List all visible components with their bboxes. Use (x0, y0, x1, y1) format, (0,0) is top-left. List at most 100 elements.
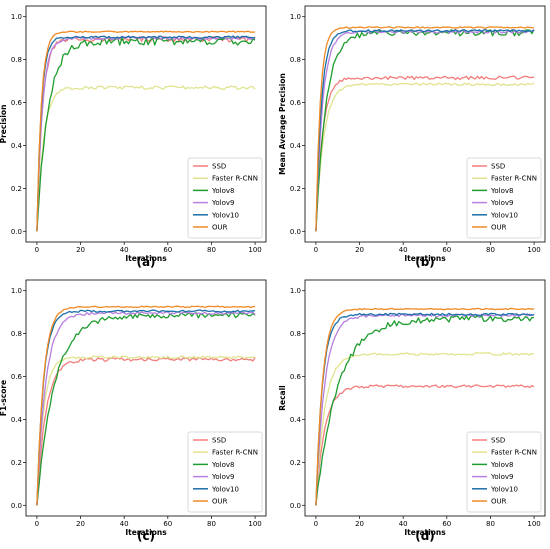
series-line-yolov10 (315, 312, 535, 506)
plot-frame (25, 5, 267, 243)
x-tick-label: 0 (35, 520, 39, 528)
series-line-faster-r-cnn (315, 352, 535, 506)
y-axis-label: Recall (278, 385, 287, 411)
panel-a: 0 20 40 60 80 100 0.0 0.2 0.4 0.6 0.8 1.0 Iterations… (0, 5, 267, 269)
y-tick-label: 0.0 (290, 228, 301, 236)
plot-frame (304, 279, 546, 517)
series-line-faster-r-cnn (315, 82, 535, 232)
y-tick-label: 0.6 (11, 99, 23, 107)
x-tick-label: 40 (399, 246, 408, 254)
x-tick-label: 20 (76, 520, 85, 528)
x-tick-label: 80 (486, 246, 495, 254)
legend-label: Yolov8 (211, 461, 234, 469)
x-tick-label: 100 (248, 520, 261, 528)
y-tick-label: 0.8 (11, 56, 22, 64)
panel-c: 0 20 40 60 80 100 0.0 0.2 0.4 0.6 0.8 1.0 Iterations… (0, 279, 267, 543)
x-tick-label: 0 (35, 246, 39, 254)
legend-label: Yolov10 (211, 485, 239, 493)
series-line-our (36, 305, 256, 506)
panel-label: (c) (137, 529, 155, 543)
x-tick-label: 60 (163, 520, 172, 528)
y-tick-label: 0.2 (290, 459, 301, 467)
legend-label: Yolov8 (211, 187, 234, 195)
y-tick-label: 1.0 (290, 287, 301, 295)
x-tick-label: 100 (527, 246, 540, 254)
y-tick-label: 0.4 (11, 416, 23, 424)
x-tick-label: 40 (399, 520, 408, 528)
y-tick-label: 0.6 (290, 99, 302, 107)
legend-label: Yolov8 (490, 187, 513, 195)
series-line-yolov8 (36, 312, 256, 506)
y-tick-label: 0.4 (290, 142, 302, 150)
legend-label: SSD (212, 437, 226, 445)
x-tick-label: 60 (163, 246, 172, 254)
series-line-ssd (315, 75, 535, 232)
legend-label: Faster R-CNN (212, 175, 258, 183)
panel-d: 0 20 40 60 80 100 0.0 0.2 0.4 0.6 0.8 1.0 Iterations… (278, 279, 546, 543)
series-line-yolov9 (36, 36, 256, 232)
x-axis-label: Iterations (404, 528, 446, 537)
y-tick-label: 0.8 (290, 330, 301, 338)
x-tick-label: 20 (76, 246, 85, 254)
x-tick-label: 60 (442, 246, 451, 254)
x-axis-label: Iterations (125, 254, 167, 263)
legend-label: Yolov10 (490, 485, 518, 493)
y-tick-label: 1.0 (11, 287, 22, 295)
legend-label: OUR (491, 224, 507, 232)
panel-label: (b) (415, 255, 435, 269)
x-tick-label: 0 (314, 246, 318, 254)
series-line-yolov10 (36, 309, 256, 506)
legend-label: SSD (491, 437, 505, 445)
y-tick-label: 0.0 (11, 228, 22, 236)
x-tick-label: 100 (248, 246, 261, 254)
series-line-our (315, 26, 535, 232)
series-line-our (36, 30, 256, 232)
y-tick-label: 0.6 (11, 373, 23, 381)
y-tick-label: 0.4 (290, 416, 302, 424)
panel-b: 0 20 40 60 80 100 0.0 0.2 0.4 0.6 0.8 1.0 Iterations… (278, 5, 546, 269)
legend-label: Faster R-CNN (491, 449, 537, 457)
legend-label: Yolov10 (211, 211, 239, 219)
legend-label: SSD (212, 163, 226, 171)
x-tick-label: 40 (120, 246, 129, 254)
y-tick-label: 0.2 (290, 185, 301, 193)
x-axis-label: Iterations (125, 528, 167, 537)
series-line-faster-r-cnn (36, 85, 256, 232)
series-line-yolov10 (315, 28, 535, 232)
legend-label: Faster R-CNN (491, 175, 537, 183)
panel-label: (d) (415, 529, 435, 543)
y-tick-label: 0.0 (11, 502, 22, 510)
x-tick-label: 40 (120, 520, 129, 528)
x-tick-label: 80 (207, 246, 216, 254)
plot-frame (304, 5, 546, 243)
x-tick-label: 20 (355, 520, 364, 528)
legend-label: Yolov10 (490, 211, 518, 219)
x-tick-label: 20 (355, 246, 364, 254)
x-tick-label: 80 (486, 520, 495, 528)
x-tick-label: 60 (442, 520, 451, 528)
x-tick-label: 80 (207, 520, 216, 528)
legend-label: Yolov9 (211, 199, 234, 207)
legend-label: Yolov9 (490, 473, 513, 481)
series-line-ssd (36, 357, 256, 506)
series-line-yolov8 (315, 315, 535, 506)
series-line-faster-r-cnn (36, 355, 256, 506)
panel-label: (a) (136, 255, 155, 269)
legend-label: Faster R-CNN (212, 449, 258, 457)
plot-frame (25, 279, 267, 517)
legend-label: Yolov8 (490, 461, 513, 469)
y-tick-label: 0.8 (290, 56, 301, 64)
y-tick-label: 0.6 (290, 373, 302, 381)
series-line-yolov9 (36, 311, 256, 506)
y-tick-label: 0.2 (11, 459, 22, 467)
x-axis-label: Iterations (404, 254, 446, 263)
series-line-our (315, 307, 535, 506)
legend-label: OUR (491, 498, 507, 506)
legend-label: SSD (491, 163, 505, 171)
y-tick-label: 1.0 (11, 13, 22, 21)
legend-label: OUR (212, 224, 228, 232)
y-axis-label: Precision (0, 105, 8, 144)
y-tick-label: 0.2 (11, 185, 22, 193)
y-tick-label: 1.0 (290, 13, 301, 21)
y-tick-label: 0.0 (290, 502, 301, 510)
